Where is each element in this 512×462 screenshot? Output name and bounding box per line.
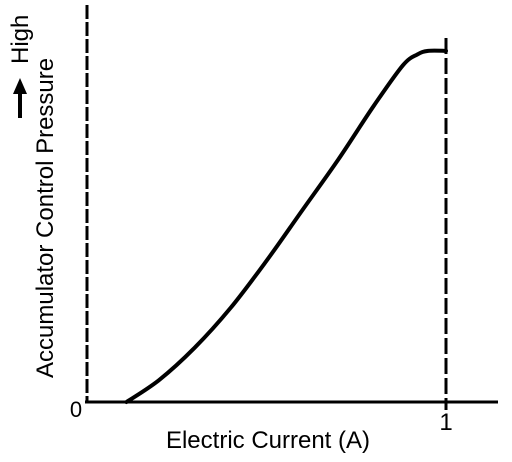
- x-tick-label-1: 1: [439, 409, 452, 436]
- axes: [85, 5, 498, 410]
- x-axis-label: Electric Current (A): [166, 427, 370, 454]
- series-layer: [124, 48, 448, 404]
- series-line-0: [124, 48, 448, 404]
- origin-label: 0: [70, 397, 82, 422]
- up-arrow-icon: [13, 78, 27, 118]
- y-axis-label: Accumulator Control Pressure: [32, 58, 59, 378]
- y-axis-high-label: High: [7, 15, 34, 64]
